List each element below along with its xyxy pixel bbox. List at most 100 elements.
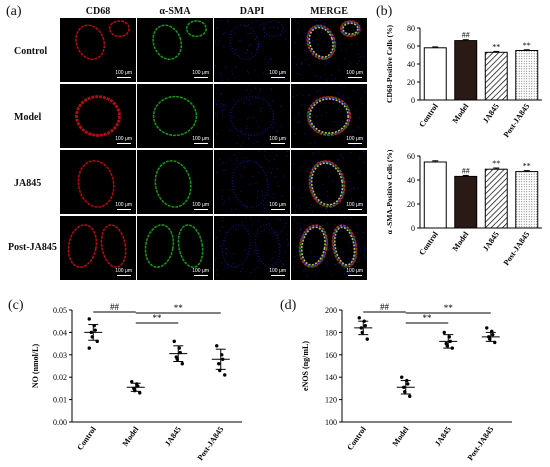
x-tick-label: JA845 <box>481 230 501 253</box>
micrograph-ja845-cd68: 100 μm <box>60 150 136 214</box>
scale-bar <box>117 209 131 210</box>
x-tick-label: JA845 <box>433 425 453 448</box>
y-tick-label: 200 <box>325 306 337 315</box>
micrograph-ja845-asma: 100 μm <box>137 150 213 214</box>
x-tick-label: Model <box>451 229 471 253</box>
comparison-label: ** <box>174 303 184 313</box>
significance-mark: ## <box>462 166 470 175</box>
x-tick-label: Model <box>121 424 141 448</box>
micrograph-control-asma: 100 μm <box>137 18 213 82</box>
no-scatter-plot: 0.00 0.01 0.02 0.03 0.04 0.05 NO (nmol/L) Contr… <box>31 302 242 462</box>
y-tick-label: 0.03 <box>53 351 67 360</box>
significance-mark: ** <box>492 159 500 168</box>
y-tick-label: 40 <box>407 176 415 185</box>
bar-ja845 <box>484 51 508 101</box>
y-tick-label: 80 <box>407 24 415 33</box>
significance-mark: ## <box>462 31 470 40</box>
x-tick-label: Post-JA845 <box>502 230 532 267</box>
panel-label-a: (a) <box>6 4 22 19</box>
micrograph-model-dapi: 100 μm <box>214 84 290 148</box>
data-point <box>408 394 412 398</box>
micrograph-control-merge: 100 μm <box>291 18 367 82</box>
bar-model <box>454 40 478 101</box>
scale-bar <box>271 275 285 276</box>
scale-label: 100 μm <box>115 136 132 142</box>
scale-bar <box>117 143 131 144</box>
comparison-label: ** <box>423 313 433 323</box>
micrograph-post-ja845-merge: 100 μm <box>291 216 367 280</box>
data-point <box>223 373 227 377</box>
scale-label: 100 μm <box>269 136 286 142</box>
data-point <box>491 332 495 337</box>
bar-post-ja845 <box>515 171 539 229</box>
stain-header-dapi: DAPI <box>239 6 265 17</box>
scale-bar <box>117 275 131 276</box>
scale-label: 100 μm <box>269 70 286 76</box>
micrograph-model-asma: 100 μm <box>137 84 213 148</box>
scale-label: 100 μm <box>115 70 132 76</box>
scale-label: 100 μm <box>192 136 209 142</box>
comparison-label: ## <box>110 302 120 312</box>
y-tick-label: 180 <box>325 328 337 337</box>
scale-label: 100 μm <box>192 202 209 208</box>
scale-bar <box>117 77 131 78</box>
data-point <box>406 382 410 386</box>
significance-mark: ** <box>523 162 531 171</box>
x-tick-label: Post-JA845 <box>466 425 496 462</box>
stain-header-cd68: CD68 <box>85 6 111 17</box>
y-tick-label: 140 <box>325 373 337 382</box>
y-tick-label: 0.02 <box>53 373 67 382</box>
significance-mark: ** <box>523 41 531 50</box>
y-tick-label: 20 <box>407 78 415 87</box>
micrograph-ja845-merge: 100 μm <box>291 150 367 214</box>
data-point <box>217 362 221 366</box>
micrograph-post-ja845-dapi: 100 μm <box>214 216 290 280</box>
x-tick-label: Model <box>391 424 411 448</box>
data-point <box>93 328 97 332</box>
micrograph-control-cd68: 100 μm <box>60 18 136 82</box>
data-point <box>87 346 91 350</box>
data-point <box>365 337 369 341</box>
enos-scatter-plot: 100 120 140 160 180 200 eNOS (ng/mL) Control Mod… <box>301 302 512 462</box>
scale-bar <box>271 77 285 78</box>
comparison-label: ** <box>444 303 454 313</box>
y-tick-label: 120 <box>325 396 337 405</box>
x-tick-label: JA845 <box>481 102 501 125</box>
y-axis-label: NO (nmol/L) <box>31 344 40 389</box>
y-axis-label: α -SMA-Positive Cells (%) <box>385 149 394 234</box>
y-axis-label: eNOS (ng/mL) <box>301 341 310 391</box>
scale-bar <box>194 77 208 78</box>
row-label-post-ja845: Post-JA845 <box>8 242 57 253</box>
bar-ja845 <box>484 168 508 229</box>
x-tick-label: JA845 <box>163 425 183 448</box>
y-tick-label: 60 <box>407 152 415 161</box>
scale-label: 100 μm <box>269 268 286 274</box>
data-point <box>400 375 404 379</box>
comparison-label: ** <box>153 313 163 323</box>
scale-bar <box>348 209 362 210</box>
panel-label-d: (d) <box>280 298 297 313</box>
y-tick-label: 0.00 <box>53 418 67 427</box>
x-tick-label: Control <box>417 101 440 129</box>
data-point <box>87 317 91 321</box>
scale-bar <box>348 275 362 276</box>
x-tick-label: Control <box>345 424 368 452</box>
scale-bar <box>194 275 208 276</box>
row-label-model: Model <box>14 112 42 123</box>
data-point <box>363 323 367 328</box>
data-point <box>485 326 489 330</box>
stain-header-merge: MERGE <box>310 6 348 17</box>
y-tick-label: 40 <box>407 60 415 69</box>
data-point <box>215 344 219 348</box>
y-tick-label: 0 <box>411 96 415 105</box>
cd68-bar-chart: 0 20 40 60 80 CD68-Positive Cells (%) Control #… <box>385 24 542 139</box>
scale-label: 100 μm <box>192 70 209 76</box>
y-tick-label: 100 <box>325 418 337 427</box>
scale-label: 100 μm <box>269 202 286 208</box>
scale-label: 100 μm <box>192 268 209 274</box>
micrograph-post-ja845-cd68: 100 μm <box>60 216 136 280</box>
data-point <box>172 339 176 344</box>
y-tick-label: 0.05 <box>53 306 67 315</box>
scale-label: 100 μm <box>115 202 132 208</box>
bar-model <box>454 175 478 229</box>
